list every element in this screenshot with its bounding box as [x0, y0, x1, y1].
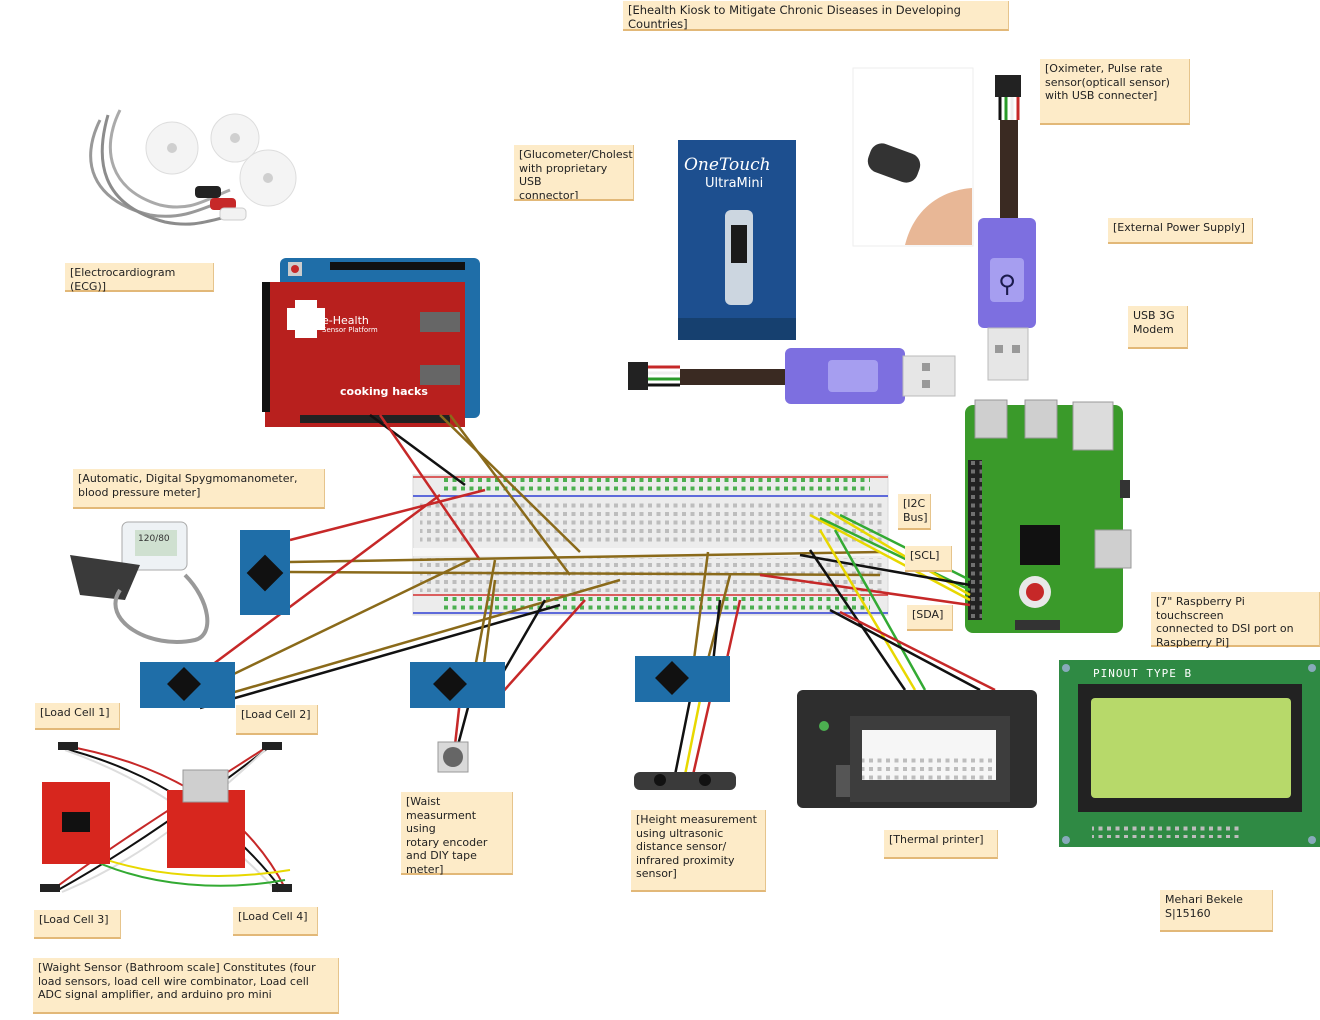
bp-monitor	[70, 521, 210, 644]
breadboard	[412, 474, 889, 616]
label-i2c: [I2C Bus]	[898, 494, 931, 530]
rotary-encoder	[437, 741, 469, 773]
label-weight-sensor: [Waight Sensor (Bathroom scale] Constitu…	[33, 958, 339, 1014]
diagram-title: [Ehealth Kiosk to Mitigate Chronic Disea…	[623, 1, 1009, 31]
onetouch-brand: OneTouch	[684, 155, 771, 175]
label-power-supply: [External Power Supply]	[1108, 218, 1253, 244]
label-load-cell-1: [Load Cell 1]	[35, 703, 120, 730]
label-author: Mehari Bekele S|15160	[1160, 890, 1273, 932]
lcd-header: PINOUT TYPE B	[1093, 667, 1193, 680]
thermal-printer	[797, 690, 1037, 808]
label-load-cell-3: [Load Cell 3]	[34, 910, 121, 939]
shield-subtitle: Sensor Platform	[322, 326, 378, 334]
label-glucometer: [Glucometer/Choleste with proprietary US…	[514, 145, 634, 201]
usb-cable-horizontal	[628, 348, 956, 404]
load-cell-combinator	[167, 769, 245, 868]
label-thermal-printer: [Thermal printer]	[884, 830, 998, 859]
svg-text:⚲: ⚲	[998, 270, 1016, 298]
ultrasonic-sensor	[634, 772, 736, 790]
label-scl: [SCL]	[905, 546, 952, 572]
oximeter-photo	[852, 67, 974, 247]
label-oximeter: [Oximeter, Pulse rate sensor(opticall se…	[1040, 59, 1190, 125]
label-usb-modem: USB 3G Modem	[1128, 306, 1188, 349]
onetouch-box	[678, 140, 796, 340]
raspberry-pi	[965, 399, 1132, 633]
bp-screen: 120/80	[138, 534, 170, 544]
label-load-cell-2: [Load Cell 2]	[236, 705, 318, 735]
label-height: [Height measurement using ultrasonic dis…	[631, 810, 766, 892]
label-sda: [SDA]	[907, 605, 953, 631]
label-ecg: [Electrocardiogram (ECG)]	[65, 263, 214, 293]
label-bp-meter: [Automatic, Digital Spygmomanometer, blo…	[73, 469, 325, 509]
label-load-cell-4: [Load Cell 4]	[233, 907, 318, 936]
lcd-display	[1059, 660, 1320, 847]
arduino-ehealth-shield	[262, 258, 480, 427]
hx711-amplifier	[42, 782, 110, 864]
label-touchscreen: [7" Raspberry Pi touchscreen connected t…	[1151, 592, 1320, 649]
label-waist: [Waist measurment using rotary encoder a…	[401, 792, 513, 876]
ecg-electrodes	[89, 109, 297, 226]
pro-mini-boards	[140, 530, 730, 708]
shield-brand: e-Health	[322, 314, 369, 327]
usb-cable-vertical: ⚲	[978, 75, 1036, 381]
onetouch-model: UltraMini	[705, 176, 764, 191]
shield-maker: cooking hacks	[340, 385, 428, 398]
